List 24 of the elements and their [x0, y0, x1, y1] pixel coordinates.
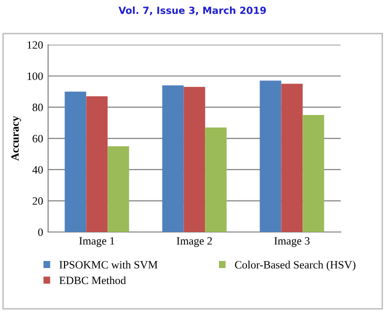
- x-tick-label: Image 3: [274, 237, 310, 247]
- y-tick-label: 100: [28, 72, 43, 80]
- bar: [260, 80, 282, 232]
- bar: [162, 85, 184, 232]
- y-tick-label: 20: [32, 197, 43, 205]
- bar: [108, 146, 130, 232]
- text: Vol. 7, Issue 3, March 2019: [118, 6, 266, 16]
- legend-label: Color-Based Search (HSV): [234, 260, 356, 271]
- bar: [86, 96, 108, 232]
- y-tick-label: 60: [32, 134, 43, 142]
- y-tick-label: 40: [32, 166, 43, 174]
- y-tick-label: 0: [38, 228, 43, 236]
- y-axis-title: Accuracy: [11, 116, 22, 161]
- bar: [281, 84, 303, 232]
- legend-label: IPSOKMC with SVM: [59, 260, 158, 269]
- bar: [184, 86, 206, 232]
- bar: [205, 127, 227, 232]
- bar: [302, 115, 324, 232]
- x-tick-label: Image 1: [79, 237, 114, 247]
- y-tick-label: 80: [32, 104, 43, 112]
- legend-label: EDBC Method: [59, 276, 126, 284]
- y-tick-label: 120: [28, 41, 43, 49]
- x-tick-label: Image 2: [176, 237, 212, 247]
- bar: [64, 92, 86, 232]
